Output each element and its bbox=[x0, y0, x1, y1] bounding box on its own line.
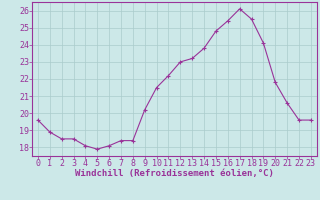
X-axis label: Windchill (Refroidissement éolien,°C): Windchill (Refroidissement éolien,°C) bbox=[75, 169, 274, 178]
